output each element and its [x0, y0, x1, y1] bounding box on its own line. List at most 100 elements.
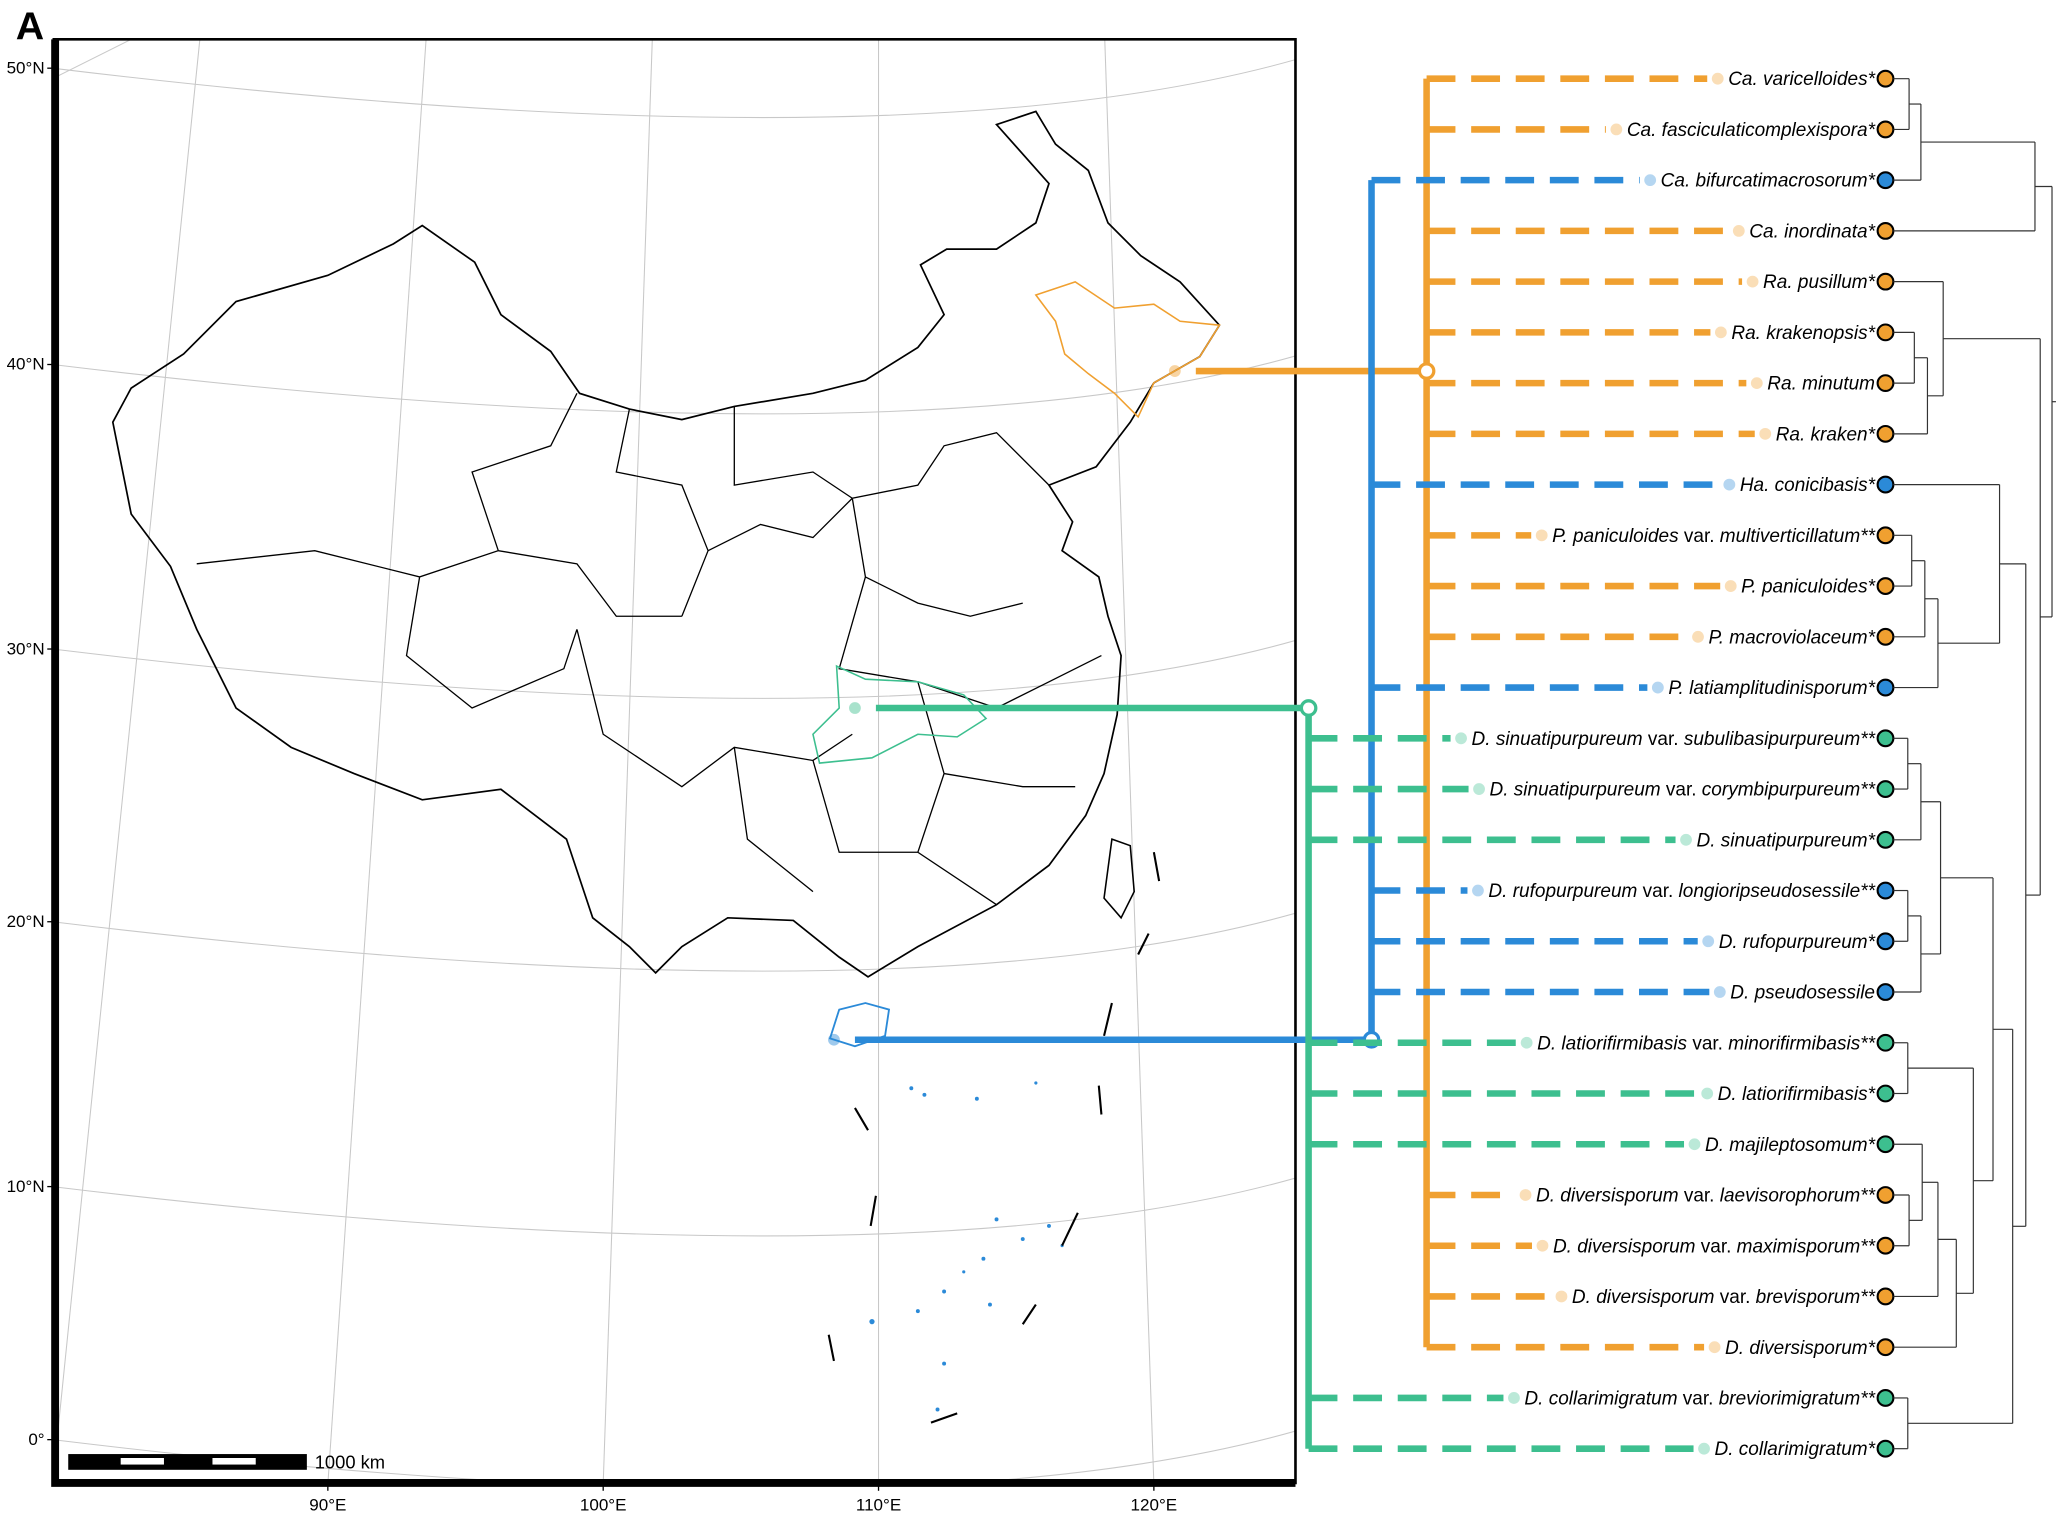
- tip: [1876, 424, 1895, 443]
- location-dot: [1644, 174, 1657, 187]
- lat-label: 40°N: [7, 355, 45, 374]
- tip: [1876, 1033, 1895, 1052]
- taxon-label-part: var.: [1666, 780, 1697, 801]
- location-dot: [1455, 732, 1467, 745]
- region-blue: [828, 1002, 891, 1048]
- taxon-label: D. latiorifirmibasis var. minorifirmibas…: [1537, 1033, 1875, 1054]
- taxon-label-part: subulibasipurpureum**: [1684, 729, 1876, 750]
- parallel: [52, 912, 1296, 972]
- taxon-label-part: corymbipurpureum**: [1702, 780, 1876, 801]
- taxon-label: D. pseudosessile: [1730, 983, 1875, 1004]
- lat-label: 30°N: [7, 639, 45, 658]
- tip: [1876, 1287, 1895, 1306]
- location-dot: [1610, 123, 1623, 136]
- taxon-label-part: D. diversisporum*: [1725, 1338, 1876, 1359]
- taxon-label: D. majileptosomum*: [1705, 1135, 1876, 1156]
- lat-label: 50°N: [7, 58, 45, 77]
- taxon-label-part: D. collarimigratum*: [1715, 1439, 1876, 1460]
- tip: [1876, 678, 1895, 697]
- meridian: [52, 39, 133, 80]
- meridian: [52, 39, 201, 1485]
- taxon-label-part: longioripseudosessile**: [1679, 881, 1876, 902]
- location-dot: [1680, 833, 1692, 846]
- location-dot: [1724, 580, 1737, 592]
- location-dot: [1713, 986, 1726, 998]
- taxon-label-part: P. macroviolaceum*: [1709, 627, 1876, 648]
- taxon-label: Ha. conicibasis*: [1740, 475, 1876, 496]
- taxon-label: Ca. fasciculaticomplexispora*: [1627, 120, 1876, 141]
- lat-label: 0°: [28, 1430, 44, 1449]
- taxon-label-part: P. paniculoides: [1552, 526, 1679, 547]
- taxon-label-part: var.: [1684, 526, 1715, 547]
- location-dot: [1714, 326, 1727, 339]
- location-dot: [1732, 224, 1745, 237]
- location-dot: [1711, 72, 1724, 85]
- taxon-label-part: D. rufopurpureum*: [1719, 932, 1876, 953]
- taxon-label-part: D. sinuatipurpureum*: [1697, 830, 1876, 851]
- parallel: [52, 59, 1296, 119]
- tip: [1876, 780, 1895, 798]
- taxon-label-part: D. diversisporum: [1536, 1186, 1679, 1207]
- panel-label: A: [16, 4, 44, 48]
- taxon-label: D. diversisporum var. laevisorophorum**: [1536, 1186, 1876, 1207]
- taxon-label-part: Ca. fasciculaticomplexispora*: [1627, 120, 1876, 141]
- taxon-label-part: var.: [1692, 1033, 1723, 1054]
- lon-label: 110°E: [856, 1495, 901, 1514]
- map-shapes: [111, 110, 1221, 1424]
- scale-bar: [68, 1454, 307, 1470]
- tip: [1876, 830, 1895, 849]
- islands-blue: [869, 1081, 1064, 1412]
- tip: [1876, 729, 1895, 748]
- links: [828, 72, 1772, 1455]
- tip: [1876, 374, 1895, 393]
- map-point: [828, 1033, 840, 1046]
- taxon-label-part: Ca. inordinata*: [1749, 221, 1875, 242]
- taxon-label: D. collarimigratum var. breviorimigratum…: [1524, 1389, 1875, 1410]
- boundary-dashes: [827, 852, 1161, 1424]
- meridian: [1104, 39, 1155, 1485]
- tip: [1876, 1236, 1895, 1255]
- country-outline: [111, 110, 1221, 978]
- taxon-label-part: P. paniculoides*: [1741, 577, 1875, 598]
- taxon-label-part: var.: [1683, 1389, 1714, 1410]
- island: [1103, 838, 1136, 920]
- taxon-label-part: Ca. bifurcatimacrosorum*: [1661, 171, 1876, 192]
- tip: [1876, 1439, 1895, 1458]
- province-borders: [196, 393, 1102, 906]
- tip: [1876, 221, 1895, 240]
- taxon-label: Ra. pusillum*: [1763, 272, 1876, 293]
- taxon-label-part: brevisporum**: [1756, 1287, 1876, 1308]
- taxon-label: D. diversisporum var. maximisporum**: [1553, 1236, 1876, 1257]
- taxon-label: P. paniculoides*: [1741, 577, 1875, 598]
- taxon-label-part: multiverticillatum**: [1720, 526, 1876, 547]
- taxon-label-part: laevisorophorum**: [1720, 1186, 1876, 1207]
- taxon-label: D. diversisporum*: [1725, 1338, 1876, 1359]
- taxon-label: D. latiorifirmibasis*: [1718, 1084, 1876, 1105]
- taxon-label-part: D. diversisporum: [1572, 1287, 1715, 1308]
- location-dot: [1519, 1189, 1532, 1201]
- taxon-label-part: breviorimigratum**: [1719, 1389, 1876, 1410]
- map-point: [1168, 365, 1181, 377]
- taxon-label-part: Ra. minutum: [1767, 374, 1875, 395]
- parallel: [52, 355, 1296, 415]
- taxon-label-part: D. sinuatipurpureum: [1490, 780, 1661, 801]
- taxon-label: Ra. kraken*: [1776, 424, 1876, 445]
- tip: [1876, 475, 1895, 494]
- group-node: [1299, 699, 1318, 717]
- taxon-label-part: minorifirmibasis**: [1728, 1033, 1875, 1054]
- location-dot: [1692, 630, 1704, 643]
- taxon-label-part: D. rufopurpureum: [1488, 881, 1637, 902]
- location-dot: [1536, 1239, 1549, 1252]
- location-dot: [1472, 884, 1484, 897]
- tip: [1876, 983, 1895, 1001]
- taxon-label: Ra. minutum: [1767, 374, 1875, 395]
- map-frame: [52, 38, 1297, 1485]
- region-orange: [1034, 281, 1221, 419]
- lat-label: 10°N: [7, 1177, 45, 1196]
- taxon-label: D. sinuatipurpureum var. subulibasipurpu…: [1472, 729, 1876, 750]
- location-dot: [1688, 1138, 1701, 1151]
- tip: [1876, 323, 1895, 342]
- taxon-label-part: Ra. krakenopsis*: [1731, 323, 1875, 344]
- tip: [1876, 171, 1895, 190]
